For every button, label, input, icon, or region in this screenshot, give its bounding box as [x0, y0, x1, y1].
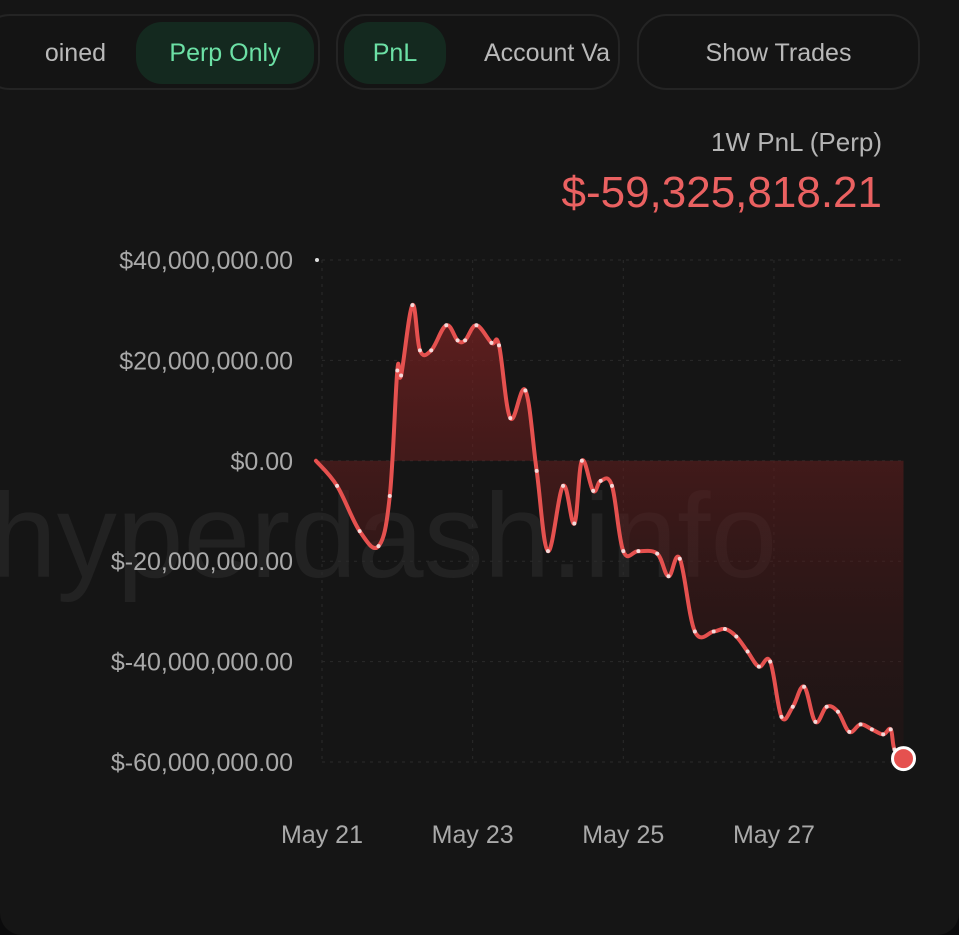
data-point: [508, 416, 513, 421]
data-point: [824, 704, 829, 709]
view-toggle-group: oined Perp Only: [0, 14, 320, 90]
y-tick-label: $20,000,000.00: [119, 347, 293, 375]
data-point: [692, 629, 697, 634]
data-point: [869, 727, 874, 732]
data-point: [534, 468, 539, 473]
data-point: [666, 574, 671, 579]
data-point: [722, 626, 727, 631]
data-point: [756, 664, 761, 669]
data-point: [790, 704, 795, 709]
y-tick-label: $40,000,000.00: [119, 247, 293, 275]
data-point: [376, 544, 381, 549]
data-point: [561, 483, 566, 488]
data-point: [572, 521, 577, 526]
y-tick-label: $-60,000,000.00: [111, 749, 293, 777]
latest-point-marker[interactable]: [891, 746, 917, 772]
data-point: [734, 634, 739, 639]
data-point: [711, 629, 716, 634]
perp-only-toggle[interactable]: Perp Only: [136, 22, 314, 84]
data-point: [463, 338, 468, 343]
data-point: [779, 714, 784, 719]
data-point: [410, 303, 415, 308]
x-tick-label: May 21: [281, 821, 363, 849]
data-point: [621, 549, 626, 554]
metric-toggle-group: PnL Account Va: [336, 14, 620, 90]
data-point: [335, 483, 340, 488]
data-point: [888, 727, 893, 732]
data-point: [677, 556, 682, 561]
data-point: [835, 709, 840, 714]
data-point: [847, 729, 852, 734]
pnl-toggle[interactable]: PnL: [344, 22, 446, 84]
data-point: [489, 340, 494, 345]
summary-label: 1W PnL (Perp): [711, 127, 882, 157]
summary-value: $-59,325,818.21: [561, 168, 882, 217]
data-point: [455, 338, 460, 343]
data-point: [745, 649, 750, 654]
data-point: [768, 659, 773, 664]
data-point: [523, 388, 528, 393]
data-point: [881, 732, 886, 737]
data-point: [813, 719, 818, 724]
data-point: [395, 368, 400, 373]
data-point: [598, 478, 603, 483]
data-point: [545, 549, 550, 554]
combined-toggle[interactable]: oined: [44, 38, 106, 67]
x-tick-label: May 25: [582, 821, 664, 849]
data-point: [429, 348, 434, 353]
show-trades-group: Show Trades: [637, 14, 920, 90]
chart-area-layer: [313, 303, 917, 772]
x-tick-label: May 27: [733, 821, 815, 849]
data-point: [357, 529, 362, 534]
data-point: [387, 493, 392, 498]
x-tick-label: May 23: [432, 821, 514, 849]
data-point: [655, 551, 660, 556]
show-trades-button[interactable]: Show Trades: [705, 38, 852, 67]
axis-origin-dot: [315, 258, 319, 262]
data-point: [610, 483, 614, 488]
y-tick-label: $-40,000,000.00: [111, 649, 293, 677]
pnl-area-fill: [315, 304, 904, 759]
y-tick-label: $-20,000,000.00: [111, 548, 293, 576]
data-point: [858, 722, 863, 727]
data-point: [591, 488, 596, 493]
data-point: [579, 458, 584, 463]
x-axis: May 21 May 23 May 25 May 27: [281, 821, 815, 849]
data-point: [474, 323, 479, 328]
data-point: [497, 343, 502, 348]
data-point: [399, 373, 404, 378]
y-tick-label: $0.00: [230, 448, 293, 476]
data-point: [636, 549, 641, 554]
y-axis: $40,000,000.00 $20,000,000.00 $0.00 $-20,00…: [111, 247, 293, 777]
data-point: [417, 348, 422, 353]
account-value-toggle[interactable]: Account Va: [484, 38, 611, 67]
data-point: [444, 323, 449, 328]
data-point: [802, 684, 807, 689]
